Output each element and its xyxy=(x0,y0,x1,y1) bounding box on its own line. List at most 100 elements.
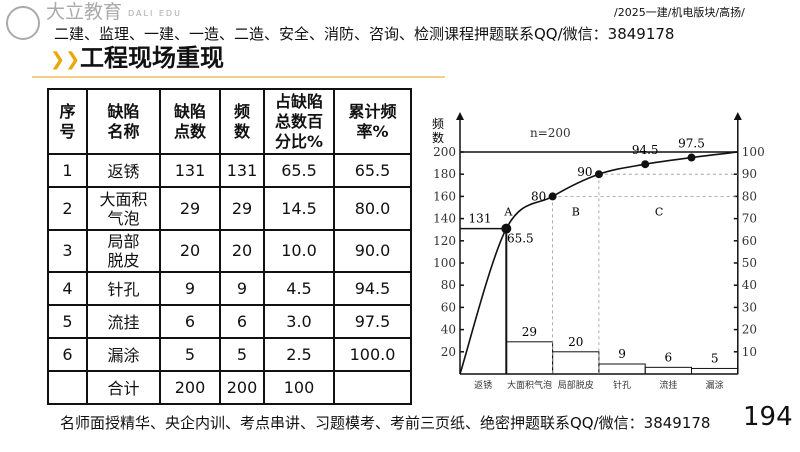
category-label: 局部脱皮 xyxy=(558,379,594,391)
column-header: 缺陷点数 xyxy=(159,88,221,155)
table-cell-text: 流挂 xyxy=(107,312,140,332)
table-cell-text: 80.0 xyxy=(354,198,391,218)
table-cell: 返锈 xyxy=(86,153,161,188)
logo-icon xyxy=(6,6,40,40)
table-cell-text: 5 xyxy=(62,311,73,331)
table-cell-text: 6 xyxy=(62,344,73,364)
arrow-up-icon xyxy=(456,112,464,120)
page-title: 工程现场重现 xyxy=(80,44,224,72)
cumulative-point xyxy=(687,153,696,162)
y-tick-label: 80 xyxy=(441,278,456,292)
bar-value-label: 5 xyxy=(711,351,719,365)
y-axis-label: 数 xyxy=(432,130,444,145)
pareto-chart: 频数 n=200 20 40 60 80 100 120 140 160 180 200 10 20 30 4… xyxy=(432,112,765,391)
category-label: 漏涂 xyxy=(706,379,724,391)
table-cell: 9 xyxy=(159,271,221,306)
table-cell: 10.0 xyxy=(263,229,335,273)
cumulative-point xyxy=(501,223,512,234)
table-cell: 94.5 xyxy=(333,271,412,306)
cumulative-label: 94.5 xyxy=(632,143,659,157)
table-cell-text: 29 xyxy=(179,198,201,218)
table-cell: 6 xyxy=(47,337,88,372)
y2-tick-label: 10 xyxy=(742,345,757,359)
column-header: 累计频率% xyxy=(333,88,412,155)
course-banner: 二建、监理、一建、一造、二造、安全、消防、咨询、检测课程押题联系QQ/微信：38… xyxy=(54,25,675,43)
table-cell-text: 返锈 xyxy=(107,161,140,181)
y-tick-label: 60 xyxy=(441,300,456,314)
breadcrumb: /2025一建/机电版块/高扬/ xyxy=(614,6,745,19)
table-cell: 5 xyxy=(219,337,265,372)
table-cell-text: 局部脱皮 xyxy=(107,232,140,270)
page-number: 194 xyxy=(743,402,793,432)
y2-tick-label: 60 xyxy=(742,234,757,248)
y2-tick-label: 40 xyxy=(742,278,757,292)
zone-label: C xyxy=(655,205,663,218)
table-cell: 200 xyxy=(219,370,265,405)
y-axis-label: 频 xyxy=(432,117,444,131)
cumulative-label: 97.5 xyxy=(678,137,705,151)
table-cell-text: 97.5 xyxy=(354,311,391,331)
table-row: 5 流挂 6 6 3.0 97.5 xyxy=(47,304,412,339)
column-header-label: 缺陷点数 xyxy=(173,101,206,141)
column-header: 占缺陷总数百分比% xyxy=(263,88,335,155)
y-tick-label: 200 xyxy=(433,145,456,159)
category-label: 流挂 xyxy=(659,379,677,391)
table-cell-text: 6 xyxy=(236,311,248,331)
logo-text: 大立教育 xyxy=(46,1,123,23)
table-cell: 100 xyxy=(263,370,335,405)
y2-tick-label: 80 xyxy=(742,189,757,203)
table-cell: 2 xyxy=(47,186,88,231)
table-row: 1 返锈 131 131 65.5 65.5 xyxy=(47,153,412,188)
table-cell: 29 xyxy=(219,186,265,231)
title-divider xyxy=(32,76,445,78)
arrow-up-icon xyxy=(733,112,742,120)
column-header-label: 占缺陷总数百分比% xyxy=(274,91,324,151)
table-cell-text: 9 xyxy=(236,278,248,298)
table-cell: 29 xyxy=(159,186,221,231)
category-label: 返锈 xyxy=(474,379,492,391)
logo-subtext: DALI EDU xyxy=(128,9,182,18)
table-cell: 20 xyxy=(159,229,221,273)
table-cell: 4 xyxy=(47,271,88,306)
bar-value-label: 6 xyxy=(665,350,673,364)
table-cell-text: 65.5 xyxy=(354,160,391,180)
table-row: 6 漏涂 5 5 2.5 100.0 xyxy=(47,337,412,372)
table-cell: 合计 xyxy=(86,370,161,405)
bar-value-label: 9 xyxy=(618,347,626,361)
zone-label: A xyxy=(503,205,513,218)
table-cell: 漏涂 xyxy=(86,337,161,372)
table-cell-text: 5 xyxy=(236,344,248,364)
table-row: 4 针孔 9 9 4.5 94.5 xyxy=(47,271,412,306)
table-cell-text: 1 xyxy=(62,160,73,180)
table-cell: 100.0 xyxy=(333,337,412,372)
table-cell: 大面积气泡 xyxy=(86,186,161,231)
table-cell-text: 3 xyxy=(62,241,73,261)
cumulative-label: 80 xyxy=(531,189,546,203)
table-cell xyxy=(47,370,88,405)
y2-tick-label: 20 xyxy=(742,323,757,337)
table-cell-text: 20 xyxy=(179,241,201,261)
table-cell: 5 xyxy=(47,304,88,339)
table-cell-text: 4 xyxy=(62,278,73,298)
y2-tick-label: 30 xyxy=(742,300,757,314)
table-cell: 针孔 xyxy=(86,271,161,306)
table-cell: 20 xyxy=(219,229,265,273)
defect-table: 序号 缺陷名称 缺陷点数 频数 占缺陷总数百分比% 累计频率% 1 返锈 131 131 65.5… xyxy=(47,88,412,405)
table-cell-text: 20 xyxy=(231,241,253,261)
category-label: 针孔 xyxy=(613,379,631,391)
y-tick-label: 120 xyxy=(433,234,456,248)
cumulative-point xyxy=(548,192,557,201)
table-cell-text: 29 xyxy=(231,198,253,218)
cumulative-label: 90 xyxy=(577,165,592,179)
table-cell-text: 漏涂 xyxy=(107,345,140,365)
table-cell-text: 100 xyxy=(283,377,315,397)
table-cell-text: 3.0 xyxy=(286,311,312,331)
y-tick-label: 140 xyxy=(433,212,456,226)
bar-value-label: 131 xyxy=(469,212,492,226)
table-cell-text: 14.5 xyxy=(281,198,317,218)
table-cell: 65.5 xyxy=(333,153,412,188)
table-cell-text: 200 xyxy=(226,377,258,397)
table-cell-text: 131 xyxy=(226,160,258,180)
table-cell-text: 4.5 xyxy=(286,278,312,298)
zone-label: B xyxy=(572,205,580,218)
